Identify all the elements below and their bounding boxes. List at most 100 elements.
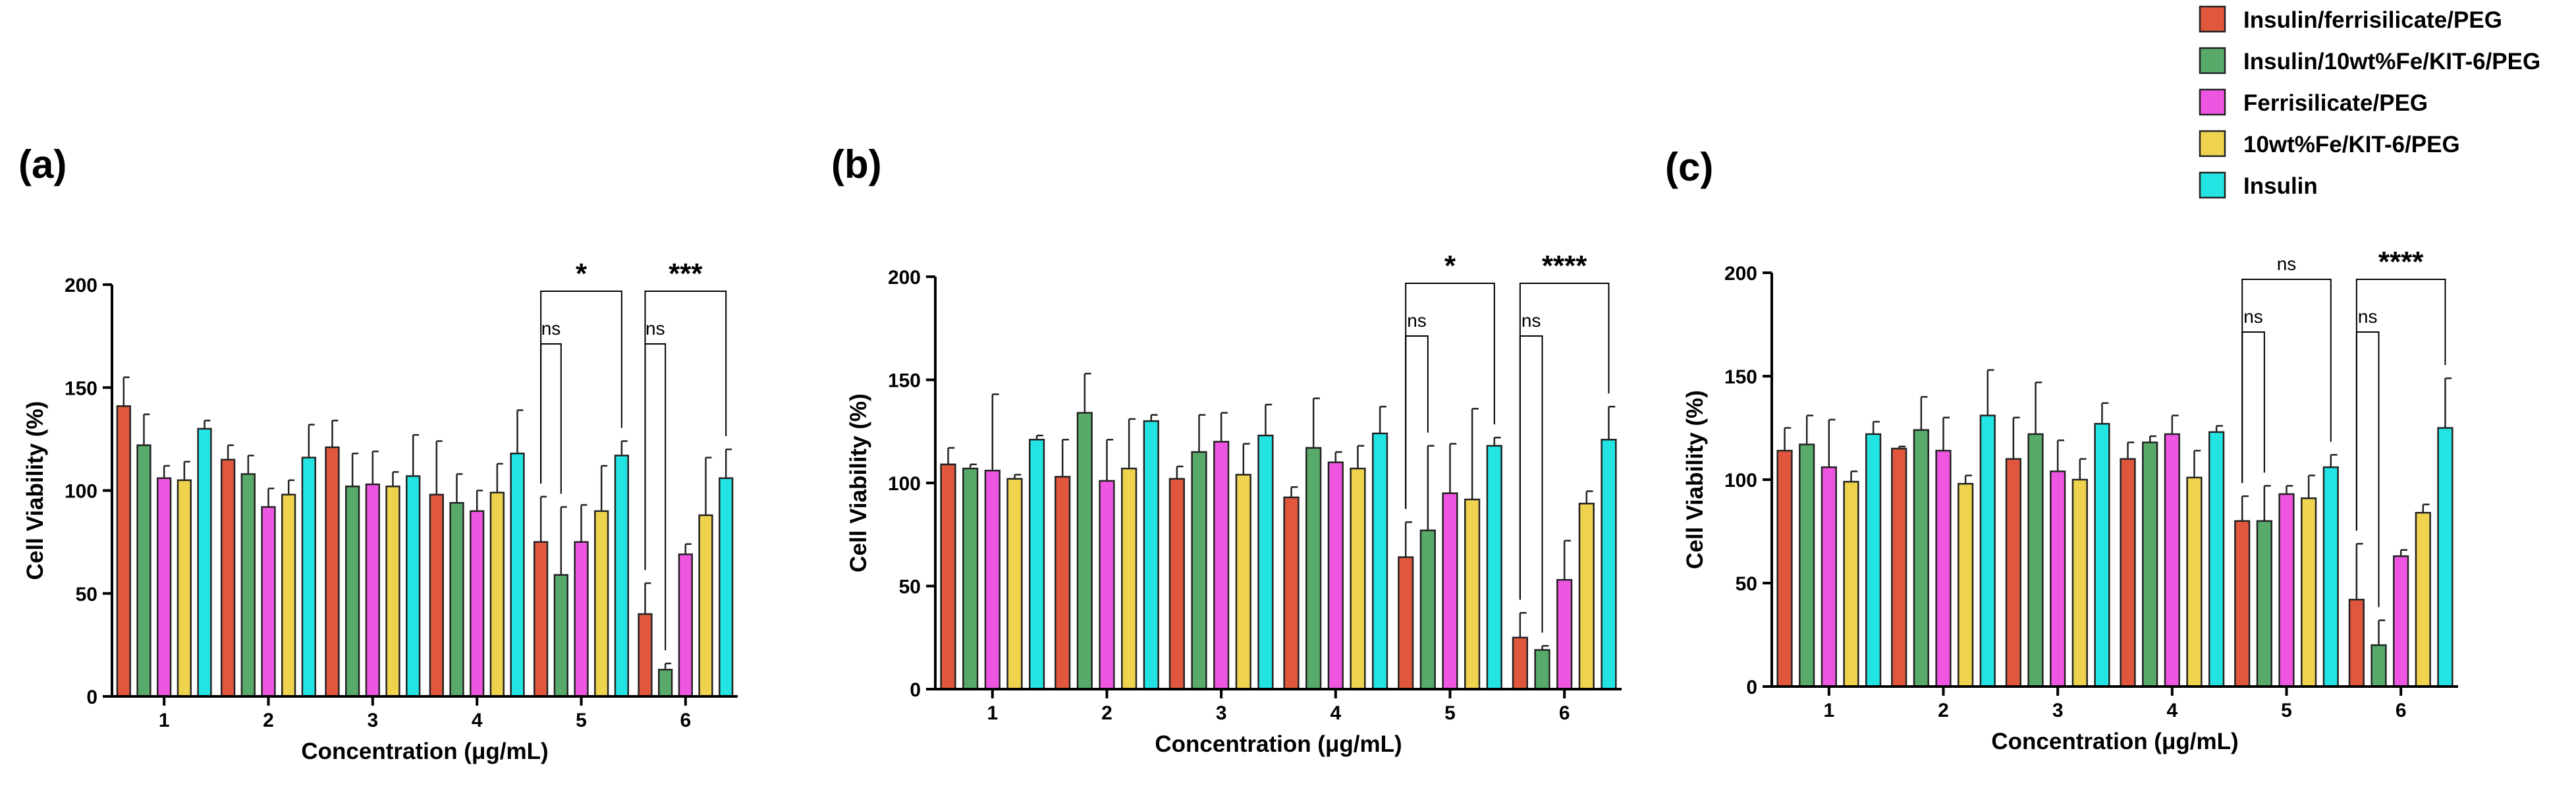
bar [1979, 414, 1996, 688]
bar [1913, 429, 1929, 688]
y-tick-label: 200 [1724, 263, 1757, 285]
bar [1486, 445, 1502, 690]
bar [157, 477, 172, 698]
x-axis-title: Concentration (μg/mL) [1991, 729, 2238, 754]
legend-swatch [2199, 88, 2226, 116]
x-tick-label: 2 [1101, 702, 1112, 724]
panel-label: (b) [831, 142, 882, 186]
bar [449, 502, 464, 698]
bar [1799, 443, 1815, 688]
x-axis-title: Concentration (μg/mL) [1155, 731, 1402, 757]
bar [1350, 467, 1366, 690]
panel-a: (a) 0 50 100 150 200 1 2 3 4 5 6 Concentration (μg/m… [18, 142, 738, 764]
y-tick-label: 150 [1724, 366, 1757, 388]
bar [1958, 483, 1974, 688]
bar [1891, 447, 1907, 688]
x-tick-label: 2 [1938, 700, 1949, 721]
significance-bracket [2241, 279, 2332, 484]
bar [489, 491, 505, 698]
bar [1305, 447, 1322, 690]
x-tick-label: 4 [472, 710, 483, 731]
bar [470, 510, 485, 698]
bar [1076, 412, 1093, 690]
x-tick-label: 5 [2281, 700, 2292, 721]
bar [429, 493, 444, 698]
bar [1257, 434, 1274, 690]
significance-bracket [2241, 331, 2265, 484]
panel-label: (a) [18, 142, 67, 186]
significance-label: ns [1521, 310, 1541, 331]
x-tick-label: 1 [1823, 700, 1834, 721]
x-tick-label: 1 [987, 702, 998, 724]
bar [2005, 458, 2021, 688]
y-tick-label: 50 [76, 584, 97, 605]
significance-bracket [2355, 331, 2380, 607]
significance-bracket [1405, 283, 1495, 509]
x-tick-label: 2 [263, 710, 274, 731]
panel-b: (b) 0 50 100 150 200 1 2 3 4 5 6 Concentration (μg/m… [831, 142, 1622, 757]
bar [2071, 478, 2088, 688]
bar [553, 574, 568, 698]
significance-label: ns [2358, 306, 2378, 327]
bar [1601, 439, 1617, 690]
bar [2027, 433, 2044, 688]
x-tick-label: 4 [2166, 700, 2178, 721]
bar [365, 483, 380, 698]
bar [1578, 503, 1595, 690]
y-tick-label: 100 [888, 473, 921, 495]
y-axis-title: Cell Viability (%) [22, 401, 48, 580]
significance-label: **** [1542, 250, 1587, 282]
bar [197, 428, 212, 698]
bar [2278, 493, 2295, 688]
bar [1213, 441, 1230, 690]
bar [574, 541, 589, 698]
bar [658, 669, 673, 698]
bar [2370, 644, 2387, 688]
x-tick-label: 4 [1330, 702, 1341, 724]
legend-label: Insulin [2243, 173, 2318, 199]
bar [2301, 497, 2317, 688]
bar [1283, 496, 1300, 690]
bar [1843, 480, 1859, 688]
y-tick-label: 150 [65, 378, 97, 399]
bar [510, 453, 525, 698]
legend-label: 10wt%Fe/KIT-6/PEG [2243, 132, 2460, 157]
bar [325, 446, 340, 698]
y-tick-label: 0 [1746, 677, 1757, 698]
bar [1006, 478, 1023, 690]
bar [221, 459, 236, 698]
legend-swatch [2199, 47, 2226, 74]
bar [1235, 474, 1251, 690]
legend-swatch [2199, 130, 2226, 157]
bar [1372, 432, 1388, 690]
bar [678, 553, 693, 698]
bar [719, 477, 734, 698]
y-tick-label: 50 [1736, 573, 1757, 595]
bar [2256, 520, 2272, 688]
x-tick-label: 1 [159, 710, 170, 731]
panel-c: (c) 0 50 100 150 200 1 2 3 4 5 6 Concentration (μg/m… [1665, 145, 2458, 754]
bar [1464, 498, 1481, 690]
bar [2393, 555, 2409, 688]
bar [1327, 461, 1344, 690]
bar [301, 457, 317, 698]
x-tick-label: 3 [1216, 702, 1227, 724]
bar [962, 467, 979, 690]
bar [2234, 520, 2251, 688]
significance-label: *** [669, 258, 703, 290]
significance-bracket [540, 343, 562, 494]
significance-label: ns [1407, 310, 1427, 331]
x-tick-label: 3 [2052, 700, 2064, 721]
bar [1419, 529, 1436, 690]
legend-label: Ferrisilicate/PEG [2243, 90, 2428, 116]
bar [2437, 427, 2453, 688]
bar [1121, 467, 1137, 690]
bar [1821, 466, 1837, 688]
legend: Insulin/ferrisilicate/PEG Insulin/10wt%Fe… [2199, 5, 2540, 199]
bar [2120, 458, 2136, 688]
bar [1398, 556, 1414, 690]
significance-label: ns [2243, 306, 2263, 327]
bar [698, 514, 713, 698]
legend-label: Insulin/10wt%Fe/KIT-6/PEG [2243, 49, 2540, 74]
